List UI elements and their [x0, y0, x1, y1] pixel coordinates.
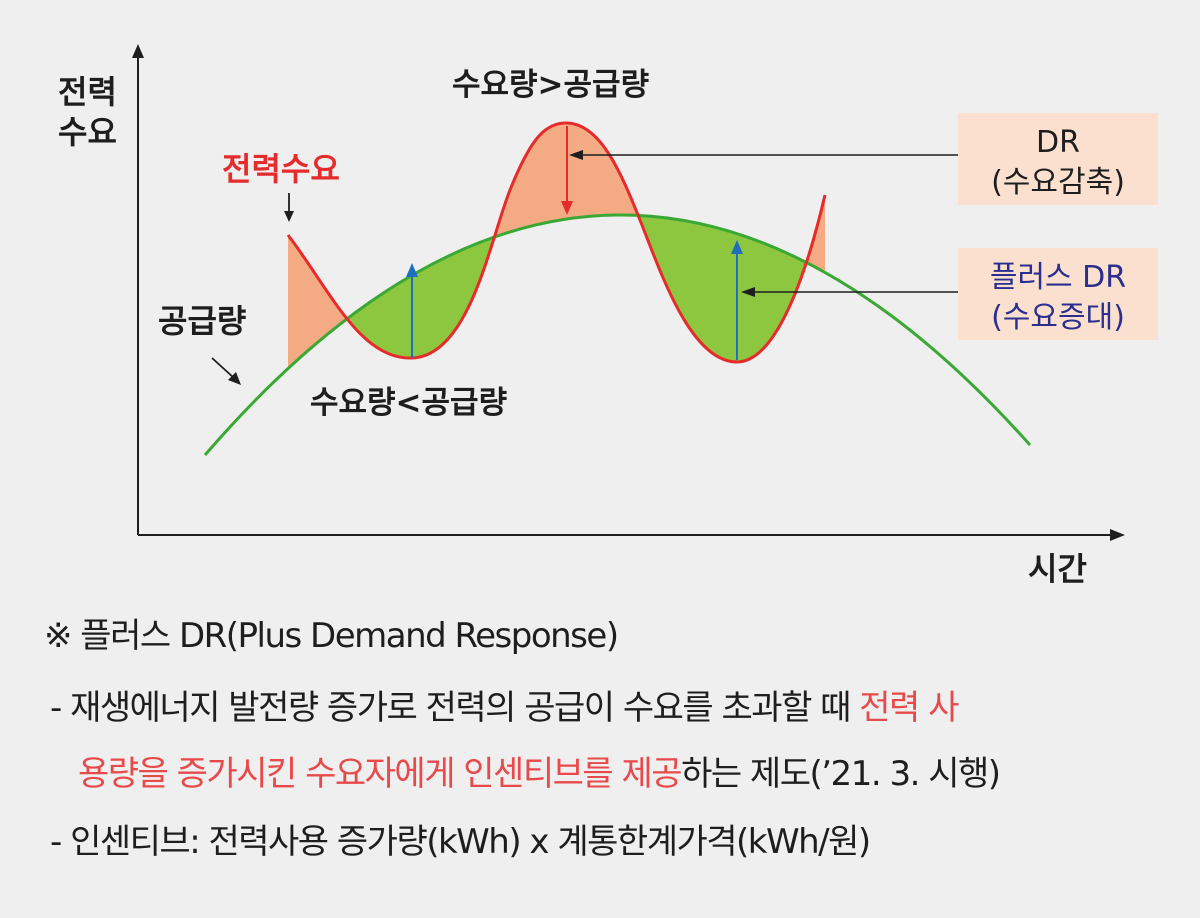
- dr-callout-title: DR: [1036, 125, 1080, 160]
- demand-curve: [286, 121, 827, 364]
- dr-diagram: 전력 수요 시간 전력수요 공급량 수요량>공급량 수요량<공급량 DR (수요…: [58, 44, 1158, 588]
- plus-dr-callout-title: 플러스 DR: [990, 260, 1126, 295]
- plus-dr-callout-subtitle: (수요증대): [991, 300, 1125, 335]
- up-arrow-left-head: [406, 263, 418, 277]
- demand-label-pointer-head: [284, 211, 294, 222]
- notes-line1-highlight: 전력 사: [859, 688, 959, 728]
- demand-curve-label: 전력수요: [222, 150, 340, 188]
- notes-line2-highlight: 용량을 증가시킨 수요자에게 인센티브를 제공: [78, 754, 683, 794]
- notes-line3: - 인센티브: 전력사용 증가량(kWh) x 계통한계가격(kWh/원): [50, 822, 871, 862]
- plus-dr-pointer-head: [741, 287, 755, 297]
- x-axis-arrowhead: [1110, 529, 1125, 541]
- up-arrow-right-head: [731, 240, 743, 254]
- y-axis-label-line1: 전력: [58, 73, 117, 111]
- peak-label: 수요량>공급량: [452, 67, 649, 103]
- dr-callout-box: [958, 113, 1158, 205]
- supply-curve-label: 공급량: [158, 302, 246, 340]
- supply-label-pointer-head: [228, 372, 241, 385]
- dr-callout-subtitle: (수요감축): [991, 165, 1125, 200]
- y-axis-label-line2: 수요: [58, 113, 117, 151]
- notes-line1-text: - 재생에너지 발전량 증가로 전력의 공급이 수요를 초과할 때: [50, 688, 860, 728]
- y-axis-arrowhead: [132, 44, 144, 58]
- plus-dr-callout-box: [958, 248, 1158, 340]
- notes-line2: 용량을 증가시킨 수요자에게 인센티브를 제공하는 제도(’21. 3. 시행): [78, 752, 1200, 796]
- trough-label: 수요량<공급량: [310, 385, 507, 421]
- supply-curve: [203, 213, 1032, 456]
- notes-title: ※ 플러스 DR(Plus Demand Response): [44, 616, 619, 656]
- dr-pointer-head: [569, 150, 583, 160]
- notes-line2-text: 하는 제도(’21. 3. 시행): [681, 754, 1001, 794]
- supply-label-pointer: [211, 357, 235, 379]
- notes-line1: - 재생에너지 발전량 증가로 전력의 공급이 수요를 초과할 때 전력 사: [50, 686, 1200, 730]
- down-arrow-head: [561, 201, 573, 215]
- x-axis-label: 시간: [1028, 550, 1087, 588]
